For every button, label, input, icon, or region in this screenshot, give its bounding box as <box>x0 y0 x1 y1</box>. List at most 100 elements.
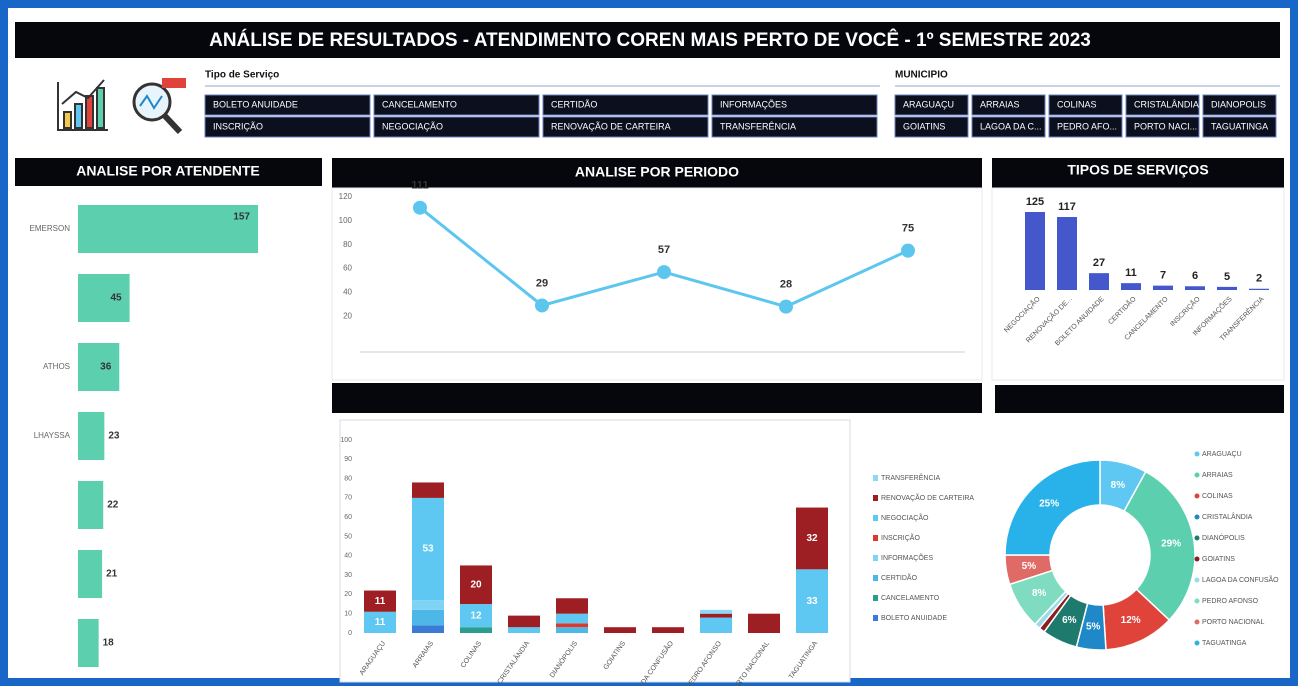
value-label: 117 <box>1058 201 1076 213</box>
y-tick-label: 20 <box>343 311 352 320</box>
value-label: 23 <box>108 431 120 442</box>
y-tick-label: 50 <box>344 533 352 540</box>
legend-label: PORTO NACIONAL <box>1202 619 1264 626</box>
value-label: 125 <box>1026 196 1044 208</box>
bar-segment <box>604 627 636 633</box>
legend-label: RENOVAÇÃO DE CARTEIRA <box>881 493 974 502</box>
legend-label: INSCRIÇÃO <box>881 533 920 542</box>
legend-swatch <box>1194 472 1200 478</box>
value-label: 2 <box>1256 273 1262 285</box>
category-label: LHAYSSA <box>34 431 71 440</box>
slicer-item[interactable]: COLINAS <box>1057 99 1097 109</box>
bar <box>78 550 103 598</box>
bar-segment <box>796 507 828 570</box>
y-tick-label: 10 <box>344 611 352 618</box>
bar-segment <box>796 569 828 633</box>
value-label: 29 <box>536 277 548 289</box>
slicer-button[interactable] <box>1048 116 1123 138</box>
slicer-button[interactable] <box>542 94 709 116</box>
value-label: 11 <box>1125 267 1137 279</box>
chart-icon <box>57 79 108 131</box>
value-label: 7 <box>1160 270 1166 282</box>
y-tick-label: 80 <box>344 475 352 482</box>
legend-label: TAGUATINGA <box>1202 640 1247 647</box>
slicer-item[interactable]: LAGOA DA C... <box>980 121 1042 131</box>
search-icon <box>132 78 186 135</box>
legend-label: BOLETO ANUIDADE <box>881 615 947 622</box>
legend-swatch <box>1194 640 1200 646</box>
bar <box>78 205 258 253</box>
legend-swatch <box>873 575 878 581</box>
legend-swatch <box>873 615 878 621</box>
value-label: 22 <box>107 500 119 511</box>
y-tick-label: 40 <box>344 553 352 560</box>
title-bar <box>15 22 1280 58</box>
slicer-button[interactable] <box>542 116 709 138</box>
panel-header <box>332 383 982 413</box>
value-label: 6% <box>1062 615 1077 626</box>
category-label: EMERSON <box>30 224 71 233</box>
legend-label: COLINAS <box>1202 493 1233 500</box>
slicer-item[interactable]: TRANSFERÊNCIA <box>720 121 796 131</box>
legend-swatch <box>873 535 878 541</box>
slicer-item[interactable]: GOIATINS <box>903 121 945 131</box>
slicer-item[interactable]: CANCELAMENTO <box>382 99 457 109</box>
bar-segment <box>460 627 492 633</box>
slicer-item[interactable]: TAGUATINGA <box>1211 121 1268 131</box>
slicer-item[interactable]: RENOVAÇÃO DE CARTEIRA <box>551 121 671 131</box>
slicer-item[interactable]: BOLETO ANUIDADE <box>213 99 298 109</box>
y-tick-label: 60 <box>344 514 352 521</box>
slicer-item[interactable]: INFORMAÇÕES <box>720 99 787 109</box>
slicer-item[interactable]: PORTO NACI... <box>1134 121 1197 131</box>
value-label: 6 <box>1192 270 1198 282</box>
slicer-button[interactable] <box>1202 94 1277 116</box>
slicer-button[interactable] <box>1125 116 1200 138</box>
slicer-button[interactable] <box>373 116 540 138</box>
value-label: 32 <box>806 533 818 544</box>
slicer-button[interactable] <box>711 94 878 116</box>
bar <box>1121 283 1141 290</box>
bar-segment <box>412 497 444 601</box>
slicer-button[interactable] <box>711 116 878 138</box>
value-label: 8% <box>1032 588 1047 599</box>
donut-slice <box>1123 470 1196 622</box>
value-label: 11 <box>375 596 386 607</box>
y-tick-label: 20 <box>344 591 352 598</box>
slicer-item[interactable]: INSCRIÇÃO <box>213 121 263 131</box>
value-label: 8% <box>1111 480 1126 491</box>
slicer-item[interactable]: CRISTALÂNDIA <box>1134 99 1199 109</box>
slicer-button[interactable] <box>894 116 969 138</box>
value-label: 45 <box>110 293 122 304</box>
value-label: 5 <box>1224 271 1230 283</box>
value-label: 18 <box>103 638 115 649</box>
slicer-item[interactable]: ARAGUAÇU <box>903 99 954 109</box>
point <box>413 200 427 215</box>
slicer-button[interactable] <box>894 94 969 116</box>
slicer-item[interactable]: CERTIDÃO <box>551 99 597 109</box>
slicer-button[interactable] <box>204 94 371 116</box>
legend-label: GOIATINS <box>1202 556 1235 563</box>
slicer-item[interactable]: ARRAIAS <box>980 99 1020 109</box>
bar <box>1185 286 1205 290</box>
slicer-item[interactable]: DIANOPOLIS <box>1211 99 1266 109</box>
y-tick-label: 40 <box>343 287 352 296</box>
legend-swatch <box>873 495 878 501</box>
bar <box>1217 286 1237 290</box>
bar-segment <box>508 627 540 633</box>
slicer-button[interactable] <box>971 116 1046 138</box>
legend-swatch <box>1194 619 1200 625</box>
value-label: 28 <box>780 279 792 291</box>
slicer-item[interactable]: PEDRO AFO... <box>1057 121 1117 131</box>
y-tick-label: 100 <box>340 437 352 444</box>
slicer-button[interactable] <box>971 94 1046 116</box>
slicer-item[interactable]: NEGOCIAÇÃO <box>382 121 443 131</box>
bar <box>78 274 130 322</box>
bar <box>1249 288 1269 290</box>
slicer-button[interactable] <box>1125 94 1200 116</box>
slicer-button[interactable] <box>204 116 371 138</box>
slicer-button[interactable] <box>1202 116 1277 138</box>
slicer-button[interactable] <box>1048 94 1123 116</box>
bar-segment <box>556 623 588 628</box>
slicer-button[interactable] <box>373 94 540 116</box>
